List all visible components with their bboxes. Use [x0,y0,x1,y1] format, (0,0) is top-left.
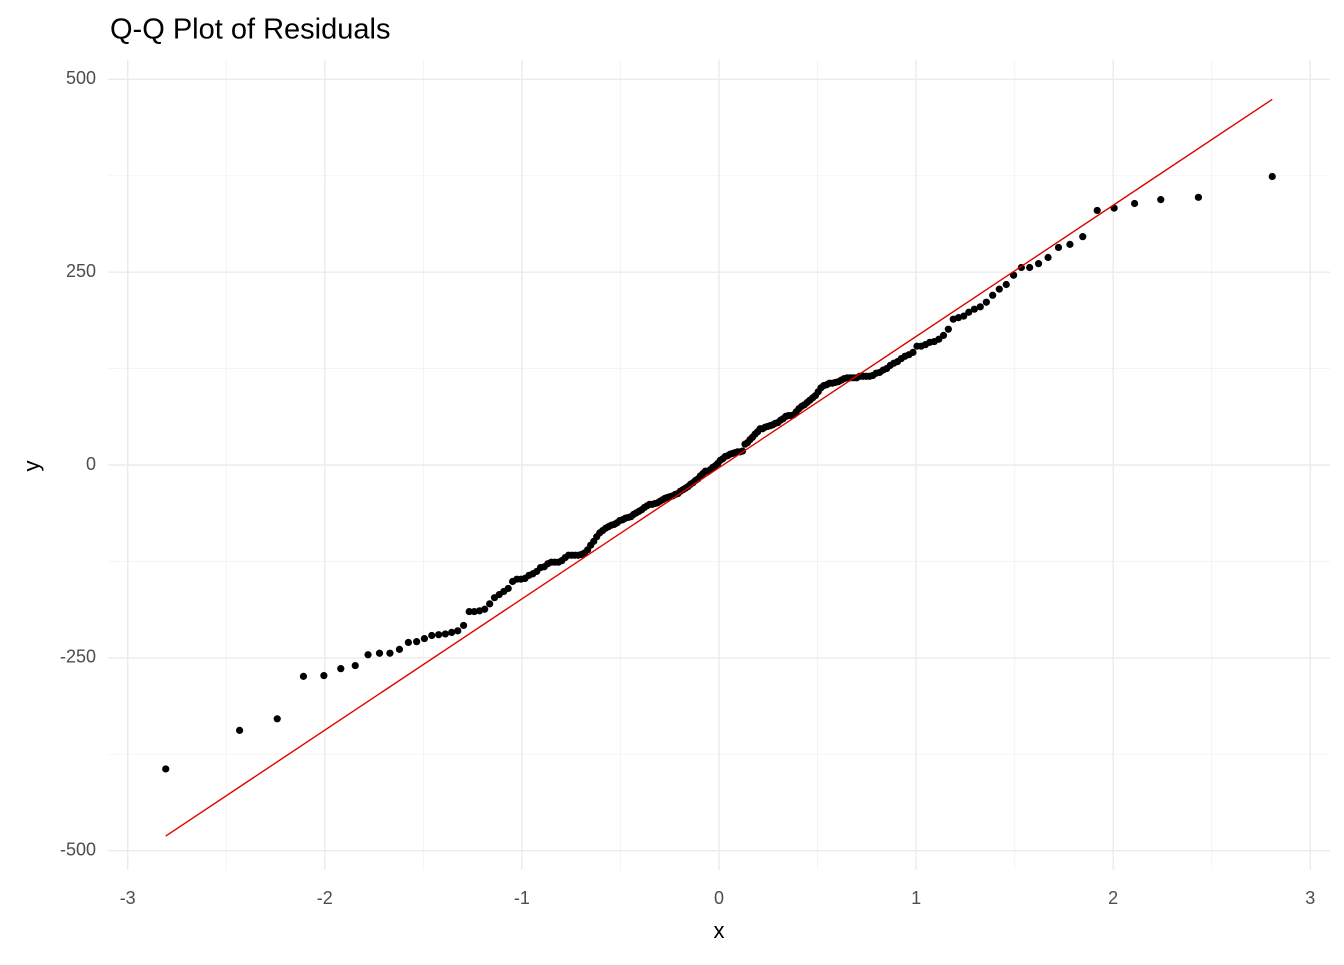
point [1066,240,1074,248]
x-tick-label: -2 [317,888,333,908]
point [364,651,372,659]
x-tick-label: -1 [514,888,530,908]
y-axis-title: y [19,461,44,472]
point [351,661,359,670]
point [235,726,244,734]
point [481,605,489,613]
point [995,285,1003,293]
point [1130,199,1139,208]
point [989,291,997,299]
point [448,628,456,637]
point [273,715,281,723]
point [909,348,917,356]
point [1026,263,1034,272]
point [1034,260,1043,268]
point [965,308,973,316]
point [470,607,478,616]
point [435,631,443,639]
point [1157,196,1165,204]
point [395,645,404,653]
point [375,649,384,657]
x-tick-label: 1 [911,888,921,908]
point [454,627,462,635]
point [1054,243,1063,252]
reference-line [165,98,1273,837]
point [337,665,345,673]
point [413,638,421,646]
point [939,331,948,339]
point [982,298,990,306]
y-tick-label: 250 [66,261,96,281]
x-tick-label: -3 [120,888,136,908]
marks [162,98,1276,837]
point [162,765,170,773]
y-tick-label: 500 [66,68,96,88]
point [404,638,412,647]
point [504,584,512,593]
x-tick-label: 0 [714,888,724,908]
point [960,312,968,320]
point [970,305,979,313]
point [320,672,328,680]
x-tick-label: 3 [1305,888,1315,908]
x-tick-label: 2 [1108,888,1118,908]
point [459,621,468,630]
x-axis-title: x [714,918,725,943]
y-tick-label: -500 [60,839,96,859]
point [1044,253,1052,262]
point [441,630,449,638]
point [1079,233,1087,241]
point [486,600,494,608]
point [299,672,308,680]
point [465,607,473,616]
point [976,303,984,311]
y-tick-label: -250 [60,647,96,667]
point [1194,193,1203,201]
point [386,649,394,657]
chart-title: Q-Q Plot of Residuals [110,14,390,46]
point [428,631,436,640]
y-tick-label: 0 [86,454,96,474]
point [420,634,429,643]
point [1093,206,1101,215]
point [1268,172,1276,181]
point [944,325,952,333]
point [1002,280,1010,289]
